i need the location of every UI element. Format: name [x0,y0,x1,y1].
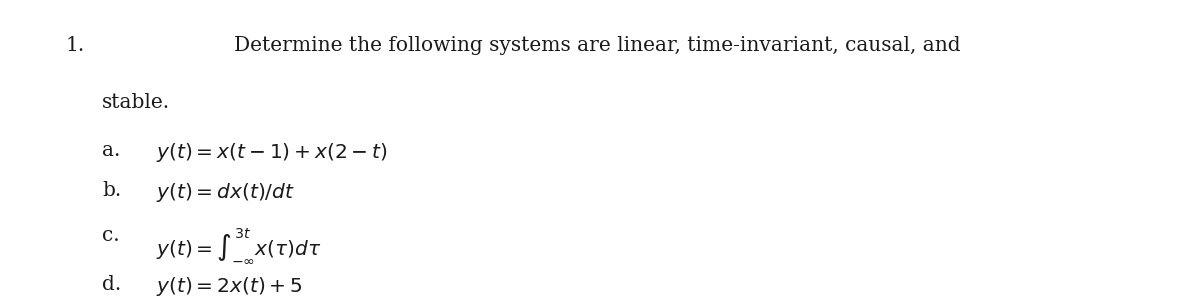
Text: Determine the following systems are linear, time-invariant, causal, and: Determine the following systems are line… [234,36,961,56]
Text: stable.: stable. [102,93,170,112]
Text: a.: a. [102,141,120,161]
Text: $y(t) = 2x(t) + 5$: $y(t) = 2x(t) + 5$ [156,275,302,298]
Text: $y(t) = \int_{-\infty}^{3t} x(\tau)d\tau$: $y(t) = \int_{-\infty}^{3t} x(\tau)d\tau… [156,226,322,265]
Text: 1.: 1. [66,36,85,56]
Text: c.: c. [102,226,120,246]
Text: $y(t) = dx(t)/dt$: $y(t) = dx(t)/dt$ [156,181,295,204]
Text: b.: b. [102,181,121,200]
Text: d.: d. [102,275,121,294]
Text: $y(t) = x(t-1) + x(2-t)$: $y(t) = x(t-1) + x(2-t)$ [156,141,388,164]
